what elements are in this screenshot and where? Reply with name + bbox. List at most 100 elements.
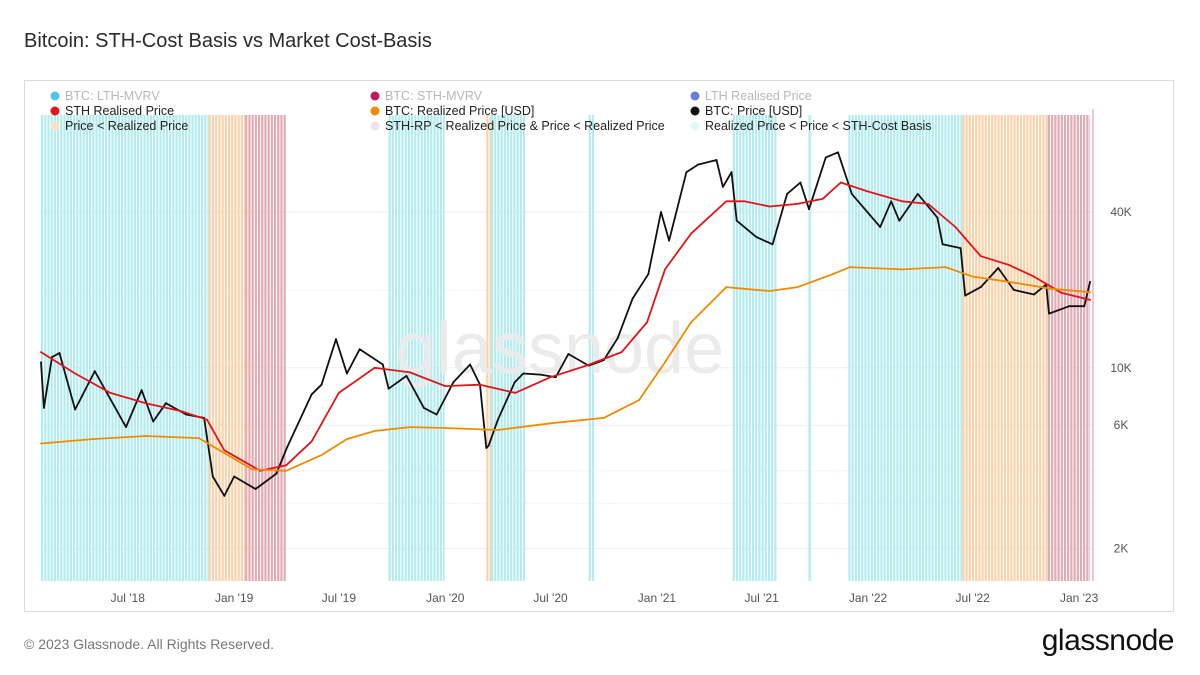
data-point [479, 383, 481, 386]
shaded-stripe [503, 115, 506, 581]
shaded-stripe [433, 115, 436, 581]
data-point [837, 151, 839, 154]
shaded-stripe [981, 115, 984, 581]
data-point [602, 417, 605, 419]
data-point [275, 472, 278, 475]
shaded-stripe [921, 115, 925, 581]
data-point [743, 200, 746, 203]
shaded-stripe [1086, 115, 1089, 581]
shaded-stripe [194, 115, 197, 581]
shaded-stripe [745, 115, 748, 581]
x-tick-label: Jan '20 [426, 591, 465, 605]
shaded-stripe [748, 115, 751, 581]
x-tick-label: Jan '23 [1060, 591, 1099, 605]
shaded-stripe [224, 115, 227, 581]
data-point [964, 294, 967, 297]
data-point [496, 429, 499, 431]
shaded-stripe [426, 115, 430, 581]
data-point [901, 200, 904, 203]
data-point [513, 381, 516, 384]
shaded-stripe [774, 115, 777, 581]
shaded-stripe [240, 115, 243, 581]
data-point [927, 202, 930, 205]
shaded-stripe [1000, 115, 1003, 581]
data-point [1060, 291, 1063, 294]
data-point [444, 427, 447, 429]
data-point [211, 475, 214, 478]
shaded-stripe [95, 115, 98, 581]
legend-swatch [370, 121, 380, 131]
shaded-stripe [85, 115, 88, 581]
shaded-stripe [417, 115, 420, 581]
data-point [144, 435, 147, 437]
legend-label: BTC: Price [USD] [705, 104, 802, 118]
data-point [514, 391, 517, 394]
shaded-stripe [880, 115, 883, 581]
shaded-stripe [494, 115, 497, 581]
data-point [1083, 305, 1086, 308]
shaded-stripe [771, 115, 774, 581]
data-point [1012, 288, 1015, 291]
data-point [916, 192, 919, 195]
data-point [140, 389, 143, 391]
data-point [1089, 291, 1092, 294]
shaded-stripe [513, 115, 516, 581]
data-point [715, 159, 718, 161]
shaded-stripe [257, 115, 261, 581]
shaded-stripe [254, 115, 257, 581]
shaded-stripe [975, 115, 978, 581]
data-point [144, 402, 147, 405]
x-tick-label: Jul '21 [744, 591, 779, 605]
data-point [954, 226, 957, 228]
legend-label: Price < Realized Price [65, 119, 188, 133]
shaded-stripe [66, 115, 69, 581]
shaded-stripe [912, 115, 915, 581]
shaded-stripe [519, 115, 522, 581]
shaded-stripe [57, 115, 60, 581]
data-point [1068, 305, 1071, 308]
data-point [358, 348, 361, 351]
legend-label: LTH Realised Price [705, 89, 812, 103]
shaded-stripe [500, 115, 503, 581]
shaded-stripe [893, 115, 896, 581]
shaded-stripe [267, 115, 270, 581]
data-point [697, 163, 699, 166]
data-point [901, 268, 904, 271]
shaded-stripe [909, 115, 912, 581]
shaded-stripe [877, 115, 880, 581]
x-tick-label: Jan '21 [638, 591, 677, 605]
x-tick-label: Jan '22 [849, 591, 888, 605]
data-point [567, 353, 570, 355]
data-point [42, 406, 45, 409]
data-point [152, 420, 155, 423]
data-point [1048, 312, 1050, 315]
shaded-stripe [121, 115, 124, 581]
shaded-stripe [950, 115, 953, 581]
shaded-stripe [92, 115, 95, 581]
shaded-stripe [1023, 115, 1026, 581]
shaded-stripe [886, 115, 889, 581]
data-point [879, 226, 882, 228]
data-point [796, 202, 799, 205]
shaded-stripe [1057, 115, 1060, 581]
data-point [1089, 280, 1092, 283]
shaded-stripe [937, 115, 941, 581]
shaded-stripe [130, 115, 133, 581]
data-point [735, 219, 738, 222]
data-point [487, 444, 490, 447]
shaded-stripe [905, 115, 909, 581]
shaded-stripe [146, 115, 149, 581]
shaded-stripe [889, 115, 893, 581]
data-point [1089, 298, 1092, 301]
data-point [743, 287, 746, 290]
series-lines [40, 151, 1092, 497]
shaded-stripe [1083, 115, 1086, 581]
data-point [664, 361, 666, 364]
y-tick-label: 6K [1114, 418, 1129, 432]
data-point [839, 181, 842, 184]
shaded-stripe [947, 115, 950, 581]
data-point [768, 205, 771, 208]
data-point [74, 372, 77, 375]
shaded-stripe [851, 115, 854, 581]
data-point [40, 442, 42, 445]
